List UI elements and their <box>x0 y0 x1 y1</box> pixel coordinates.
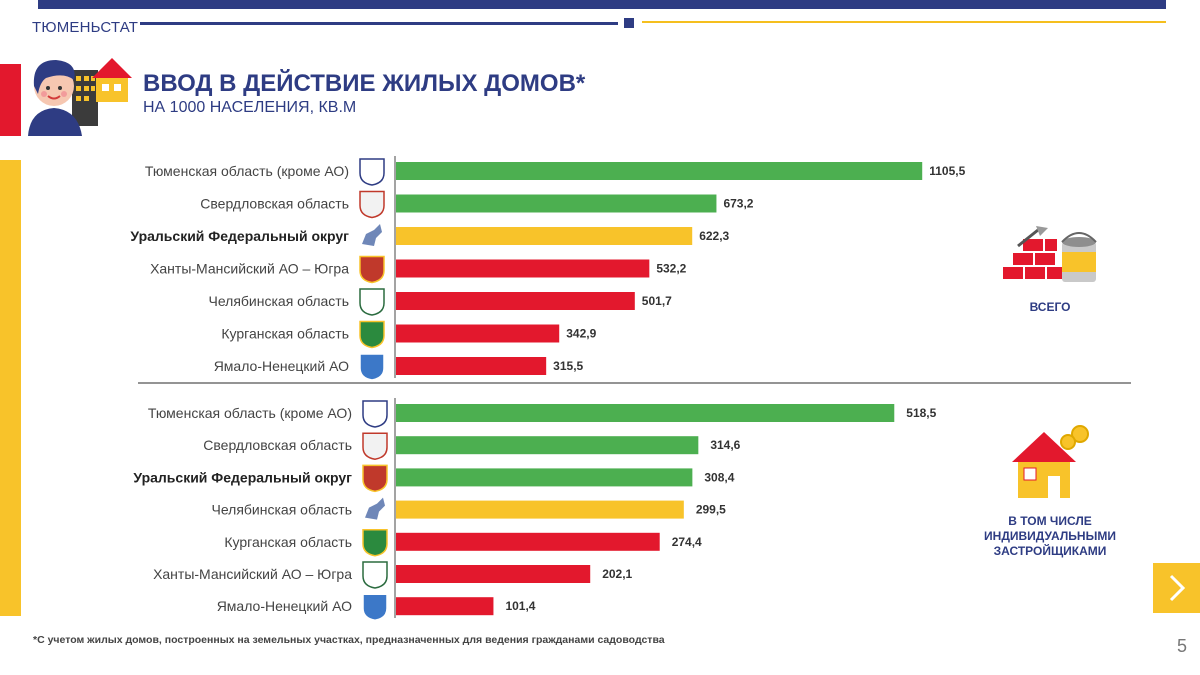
category-label: Свердловская область <box>203 437 352 453</box>
value-label: 274,4 <box>672 535 702 549</box>
yanao-emblem-icon <box>362 593 388 620</box>
value-label: 532,2 <box>656 262 686 276</box>
header-rule-right <box>642 21 1166 23</box>
urals-map-icon <box>362 224 382 246</box>
value-label: 501,7 <box>642 294 672 308</box>
kurgan-emblem-icon <box>362 529 388 557</box>
bar <box>396 227 693 245</box>
side-accent-red <box>0 64 21 136</box>
top-accent-bar <box>38 0 1166 9</box>
chelyabinsk-emblem-icon <box>359 255 385 284</box>
sverdlovsk-emblem-icon <box>359 190 385 219</box>
tyumen-emblem-icon <box>359 158 385 186</box>
value-label: 202,1 <box>602 567 632 581</box>
bar <box>396 194 717 213</box>
category-label: Курганская область <box>221 326 349 342</box>
next-slide-button[interactable] <box>1153 563 1200 613</box>
total-caption: ВСЕГО <box>1029 300 1071 314</box>
value-label: 622,3 <box>699 229 729 243</box>
footnote: *С учетом жилых домов, построенных на зе… <box>33 634 665 646</box>
chevron-right-icon <box>1169 574 1186 602</box>
housing-chart: 1105,5 Тюменская область (кроме АО) 673,2 С… <box>130 156 1131 620</box>
brand-label: ТЮМЕНЬСТАТ <box>32 19 139 36</box>
value-label: 308,4 <box>704 470 734 484</box>
value-label: 518,5 <box>906 406 936 420</box>
category-label: Челябинская область <box>212 502 353 518</box>
bar <box>396 292 635 310</box>
value-label: 315,5 <box>553 359 583 373</box>
value-label: 1105,5 <box>929 164 965 178</box>
value-label: 673,2 <box>723 197 753 211</box>
house-with-coins-icon <box>1012 425 1089 498</box>
bricks-and-paint-icon <box>1001 226 1097 282</box>
bar <box>396 324 560 343</box>
khmao-emblem-icon <box>359 288 385 316</box>
category-label: Челябинская область <box>209 293 350 309</box>
value-label: 314,6 <box>710 438 740 452</box>
value-label: 299,5 <box>696 503 726 517</box>
page-subtitle: НА 1000 НАСЕЛЕНИЯ, КВ.М <box>143 99 357 116</box>
bar <box>396 500 684 519</box>
khmao-emblem-icon <box>362 561 388 589</box>
chelyabinsk-emblem-icon <box>362 464 388 493</box>
person-with-house-icon <box>28 58 132 136</box>
bar <box>396 357 547 375</box>
category-label: Ханты-Мансийский АО – Югра <box>150 261 349 277</box>
page-title: ВВОД В ДЕЙСТВИЕ ЖИЛЫХ ДОМОВ* <box>143 70 586 97</box>
side-accent-yellow <box>0 160 21 616</box>
category-label: Уральский Федеральный округ <box>133 469 352 485</box>
value-label: 101,4 <box>505 599 535 613</box>
category-label: Свердловская область <box>200 196 349 212</box>
bar <box>396 259 650 278</box>
category-label: Ямало-Ненецкий АО <box>217 598 352 614</box>
sverdlovsk-emblem-icon <box>362 432 388 460</box>
category-label: Ямало-Ненецкий АО <box>214 358 349 374</box>
bar <box>396 565 591 583</box>
header-rule-square <box>624 18 634 28</box>
bar <box>396 468 693 487</box>
category-label: Уральский Федеральный округ <box>130 228 349 244</box>
kurgan-emblem-icon <box>359 320 385 349</box>
header-rule-left <box>140 22 618 25</box>
bar <box>396 436 699 455</box>
page-number: 5 <box>1177 636 1188 656</box>
bar <box>396 404 895 422</box>
yanao-emblem-icon <box>359 353 385 381</box>
bar <box>396 597 494 616</box>
urals-map-icon <box>365 497 385 520</box>
bar <box>396 532 660 551</box>
category-label: Курганская область <box>224 534 352 550</box>
tyumen-emblem-icon <box>362 400 388 428</box>
category-label: Тюменская область (кроме АО) <box>148 405 352 421</box>
category-label: Ханты-Мансийский АО – Югра <box>153 566 352 582</box>
bar <box>396 162 923 180</box>
category-label: Тюменская область (кроме АО) <box>145 163 349 179</box>
value-label: 342,9 <box>566 327 596 341</box>
individual-caption: В ТОМ ЧИСЛЕ ИНДИВИДУАЛЬНЫМИ ЗАСТРОЙЩИКАМ… <box>984 514 1116 558</box>
